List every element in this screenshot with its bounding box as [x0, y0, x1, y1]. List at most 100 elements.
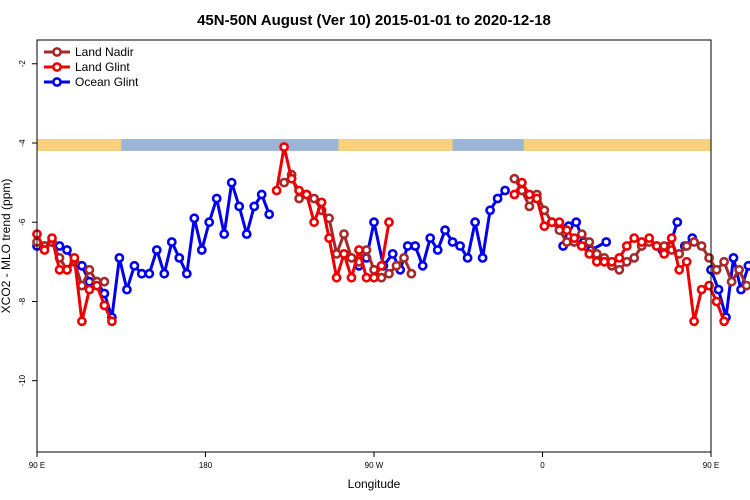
data-point-land-glint [509, 189, 520, 200]
data-point-land-glint [107, 316, 117, 327]
data-point-land-glint [651, 241, 662, 251]
data-point-ocean-glint [492, 193, 503, 204]
y-axis: -2 -4 -6 -8 -10 [18, 60, 37, 386]
x-tick-label: 90 W [365, 461, 384, 470]
data-point-land-glint [629, 233, 640, 243]
data-point-land-glint [644, 233, 655, 243]
data-point-land-glint [279, 142, 289, 152]
data-point-land-glint [524, 189, 535, 200]
data-point-ocean-glint [204, 217, 215, 228]
data-point-land-glint [286, 173, 297, 184]
data-point-ocean-glint [174, 252, 185, 263]
data-point-land-glint [99, 300, 110, 311]
y-tick-label: -10 [18, 374, 27, 386]
data-point-land-nadir [741, 280, 750, 291]
data-point-land-glint [309, 217, 319, 228]
data-point-land-nadir [696, 241, 707, 251]
data-point-ocean-glint [672, 217, 683, 228]
data-point-land-nadir [399, 252, 409, 263]
data-point-land-nadir [509, 173, 520, 184]
data-point-land-glint [621, 241, 632, 251]
y-tick-label: -8 [18, 297, 27, 305]
data-point-land-glint [711, 296, 722, 307]
data-point-land-glint [636, 237, 647, 247]
legend-label-land-glint: Land Glint [75, 60, 130, 74]
data-point-land-nadir [384, 268, 394, 279]
data-point-ocean-glint [410, 241, 421, 251]
land-band [37, 139, 122, 151]
data-point-land-glint [84, 284, 95, 295]
data-point-land-glint [576, 241, 587, 251]
legend-marker-ocean-glint [52, 77, 62, 87]
data-point-land-nadir [524, 201, 535, 212]
data-point-land-glint [599, 256, 610, 267]
data-point-land-glint [532, 193, 542, 204]
x-tick-label: 90 E [29, 461, 45, 470]
data-point-ocean-glint [455, 241, 465, 251]
data-point-ocean-glint [601, 237, 612, 247]
data-point-ocean-glint [226, 177, 237, 188]
land-band [523, 139, 711, 151]
land-band [338, 139, 453, 151]
data-point-ocean-glint [62, 245, 72, 255]
data-point-ocean-glint [189, 213, 200, 224]
legend-label-ocean-glint: Ocean Glint [75, 75, 139, 89]
data-point-ocean-glint [743, 260, 750, 271]
plot-frame [36, 39, 712, 453]
data-point-land-nadir [391, 260, 402, 271]
data-point-ocean-glint [264, 209, 275, 220]
data-point-ocean-glint [122, 284, 132, 295]
series-line-land-glint [513, 181, 726, 323]
data-point-ocean-glint [417, 260, 428, 271]
data-point-land-nadir [689, 237, 699, 247]
data-point-land-glint [569, 233, 580, 243]
data-point-ocean-glint [84, 276, 95, 287]
data-point-land-glint [561, 225, 572, 236]
data-point-ocean-glint [500, 185, 510, 196]
data-point-ocean-glint [181, 268, 192, 279]
data-point-land-glint [384, 217, 394, 228]
series-layer [32, 142, 750, 327]
data-point-ocean-glint [425, 233, 436, 243]
data-point-ocean-glint [728, 252, 739, 263]
data-point-ocean-glint [249, 201, 260, 212]
data-point-ocean-glint [462, 252, 473, 263]
data-point-land-nadir [726, 276, 737, 287]
legend-marker-land-nadir [52, 47, 62, 57]
y-tick-label: -2 [18, 60, 27, 68]
data-point-land-nadir [734, 264, 744, 275]
data-point-ocean-glint [713, 284, 724, 295]
data-point-land-glint [294, 185, 304, 196]
legend-label-land-nadir: Land Nadir [75, 45, 134, 59]
data-point-ocean-glint [77, 260, 87, 271]
data-point-land-nadir [576, 229, 587, 239]
data-point-land-glint [92, 280, 102, 291]
data-point-ocean-glint [219, 229, 230, 239]
data-point-ocean-glint [432, 245, 443, 255]
data-point-land-glint [696, 284, 707, 295]
data-point-ocean-glint [402, 241, 413, 251]
data-point-ocean-glint [387, 248, 398, 259]
x-tick-label: 180 [199, 461, 213, 470]
chart-title: 45N-50N August (Ver 10) 2015-01-01 to 20… [197, 12, 551, 29]
data-point-land-nadir [376, 272, 387, 283]
data-point-ocean-glint [166, 237, 177, 247]
data-point-land-nadir [629, 252, 640, 263]
data-point-ocean-glint [477, 252, 488, 263]
data-point-land-glint [584, 248, 595, 259]
data-point-land-nadir [614, 264, 625, 275]
data-point-land-nadir [279, 177, 289, 188]
data-point-land-nadir [406, 268, 417, 279]
data-point-ocean-glint [571, 217, 582, 228]
data-point-land-glint [54, 264, 65, 275]
data-point-land-glint [376, 260, 387, 271]
data-point-land-glint [339, 248, 349, 259]
data-point-land-glint [271, 185, 282, 196]
data-point-land-glint [62, 264, 72, 275]
y-tick-label: -6 [18, 218, 27, 226]
data-point-land-nadir [294, 193, 304, 204]
land-ocean-mask [37, 139, 711, 151]
data-point-land-nadir [99, 276, 110, 287]
x-axis: 90 E 180 90 W 0 90 E [29, 452, 719, 470]
